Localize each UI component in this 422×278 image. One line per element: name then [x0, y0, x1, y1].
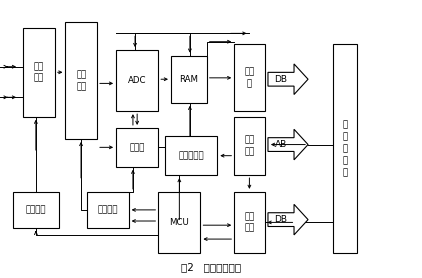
- Text: 速率选择: 速率选择: [97, 205, 118, 214]
- FancyBboxPatch shape: [171, 56, 207, 103]
- Text: 缓冲
器: 缓冲 器: [244, 68, 254, 88]
- FancyBboxPatch shape: [116, 128, 158, 167]
- Polygon shape: [268, 64, 308, 95]
- Text: 地址发生器: 地址发生器: [178, 151, 204, 160]
- FancyBboxPatch shape: [158, 192, 200, 253]
- Text: DB: DB: [274, 75, 287, 84]
- FancyBboxPatch shape: [234, 192, 265, 253]
- Text: RAM: RAM: [179, 75, 198, 84]
- FancyBboxPatch shape: [23, 28, 55, 117]
- Text: 缓冲
锁存: 缓冲 锁存: [244, 212, 254, 233]
- Polygon shape: [268, 129, 308, 160]
- Text: 地址
译码: 地址 译码: [244, 136, 254, 156]
- Text: 逻辑门: 逻辑门: [130, 143, 145, 152]
- Text: 模拟
开关: 模拟 开关: [34, 62, 44, 83]
- FancyBboxPatch shape: [165, 136, 217, 175]
- FancyBboxPatch shape: [13, 192, 59, 228]
- FancyBboxPatch shape: [333, 44, 357, 253]
- Text: 程控
放大: 程控 放大: [76, 70, 87, 91]
- Polygon shape: [268, 204, 308, 235]
- Text: MCU: MCU: [169, 218, 189, 227]
- Text: 计
算
机
总
线: 计 算 机 总 线: [342, 121, 348, 177]
- Text: ADC: ADC: [128, 76, 146, 85]
- Text: 图2   硬件系统框图: 图2 硬件系统框图: [181, 262, 241, 272]
- FancyBboxPatch shape: [234, 44, 265, 111]
- FancyBboxPatch shape: [116, 50, 158, 111]
- Text: DB: DB: [274, 215, 287, 224]
- FancyBboxPatch shape: [87, 192, 129, 228]
- FancyBboxPatch shape: [65, 22, 97, 139]
- Text: 通道选择: 通道选择: [26, 205, 46, 214]
- Text: AB: AB: [275, 140, 287, 149]
- FancyBboxPatch shape: [234, 117, 265, 175]
